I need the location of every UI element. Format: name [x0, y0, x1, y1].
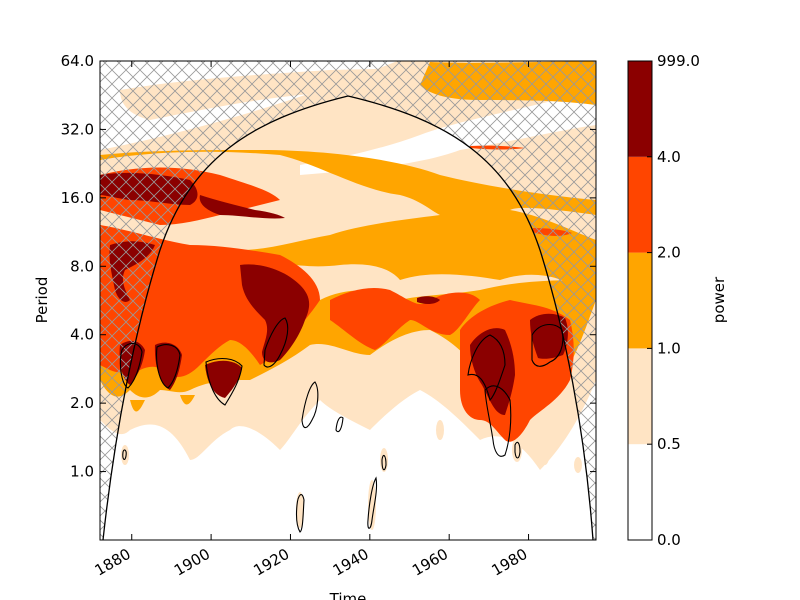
- significance-contour: [531, 324, 564, 367]
- y-tick-label: 8.0: [70, 257, 94, 275]
- colorbar-label: power: [710, 276, 728, 323]
- y-tick-label: 2.0: [70, 394, 94, 412]
- y-tick-label: 1.0: [70, 463, 94, 481]
- y-tick-label: 32.0: [61, 120, 94, 138]
- colorbar-tick-label: 0.5: [657, 435, 681, 453]
- significance-contour: [367, 476, 378, 529]
- colorbar-segment: [628, 252, 652, 349]
- y-axis-label: Period: [33, 277, 51, 324]
- x-tick-label: 1920: [250, 545, 292, 580]
- x-tick-label: 1880: [92, 545, 134, 580]
- colorbar-tick-label: 999.0: [657, 52, 700, 70]
- significance-contour: [467, 334, 506, 402]
- significance-contour: [205, 357, 243, 406]
- colorbar-segment: [628, 444, 652, 540]
- significance-contours: [119, 317, 564, 533]
- significance-contour: [295, 494, 305, 533]
- significance-contour: [122, 449, 127, 461]
- colorbar-segment: [628, 61, 652, 157]
- colorbar-tick-label: 2.0: [657, 244, 681, 262]
- x-tick-label: 1900: [171, 545, 213, 580]
- significance-contour: [335, 416, 344, 433]
- significance-contour: [263, 317, 289, 368]
- significance-contour: [301, 381, 319, 429]
- x-tick-label: 1940: [330, 545, 372, 580]
- colorbar-tick-label: 0.0: [657, 531, 681, 549]
- colorbar-tick-label: 4.0: [657, 148, 681, 166]
- colorbar-segment: [628, 156, 652, 253]
- x-tick-label: 1980: [488, 545, 530, 580]
- plot-frame: [99, 60, 597, 541]
- colorbar-frame: [627, 60, 653, 541]
- plot-area: [100, 61, 596, 540]
- x-axis-label: Time: [329, 590, 367, 600]
- y-tick-label: 16.0: [61, 189, 94, 207]
- significance-contour: [156, 344, 181, 389]
- cone-of-influence-hatch: [100, 61, 596, 540]
- x-tick-label: 1960: [409, 545, 451, 580]
- y-tick-label: 64.0: [61, 52, 94, 70]
- colorbar-segment: [628, 348, 652, 445]
- significance-contour: [484, 385, 512, 457]
- significance-contour: [381, 454, 387, 471]
- significance-contour: [514, 441, 521, 459]
- y-axis: 1.0 2.0 4.0 8.0 16.0 32.0 64.0: [61, 52, 596, 481]
- colorbar: 0.0 0.5 1.0 2.0 4.0 999.0: [627, 52, 700, 549]
- colorbar-tick-label: 1.0: [657, 339, 681, 357]
- significance-contour: [119, 342, 143, 389]
- y-tick-label: 4.0: [70, 326, 94, 344]
